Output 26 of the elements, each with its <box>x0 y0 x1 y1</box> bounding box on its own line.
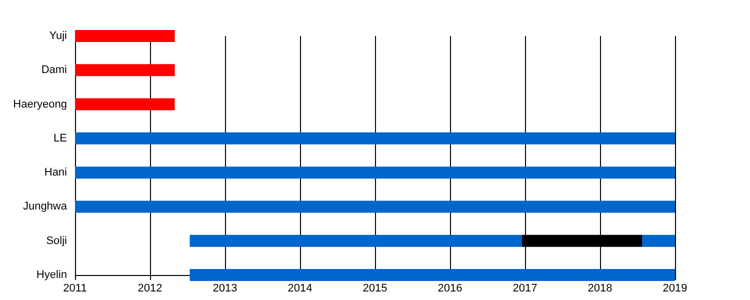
bar <box>75 30 175 42</box>
y-tick-label: Hyelin <box>36 269 67 281</box>
x-tick-label: 2018 <box>588 282 612 294</box>
bar <box>75 200 675 213</box>
bar <box>75 166 675 179</box>
bar <box>190 269 675 281</box>
y-tick-label: Junghwa <box>22 200 68 213</box>
y-tick-label: LE <box>54 132 67 144</box>
bar <box>75 132 675 144</box>
x-tick-label: 2016 <box>438 282 462 294</box>
x-tick-label: 2011 <box>63 282 87 294</box>
x-tick-label: 2017 <box>512 282 538 294</box>
x-tick-label: 2019 <box>662 282 688 294</box>
bar <box>75 64 175 76</box>
bar <box>75 98 175 110</box>
x-tick-label: 2014 <box>288 282 312 294</box>
y-tick-label: Dami <box>41 64 67 76</box>
y-tick-label: Yuji <box>49 30 67 42</box>
x-tick-label: 2015 <box>362 282 388 294</box>
y-tick-label: Solji <box>46 234 67 247</box>
y-tick-label: Hani <box>44 166 67 179</box>
x-tick-label: 2012 <box>138 282 162 294</box>
bar <box>190 234 522 247</box>
x-tick-label: 2013 <box>212 282 238 294</box>
bar <box>642 234 675 247</box>
y-tick-label: Haeryeong <box>13 98 67 110</box>
